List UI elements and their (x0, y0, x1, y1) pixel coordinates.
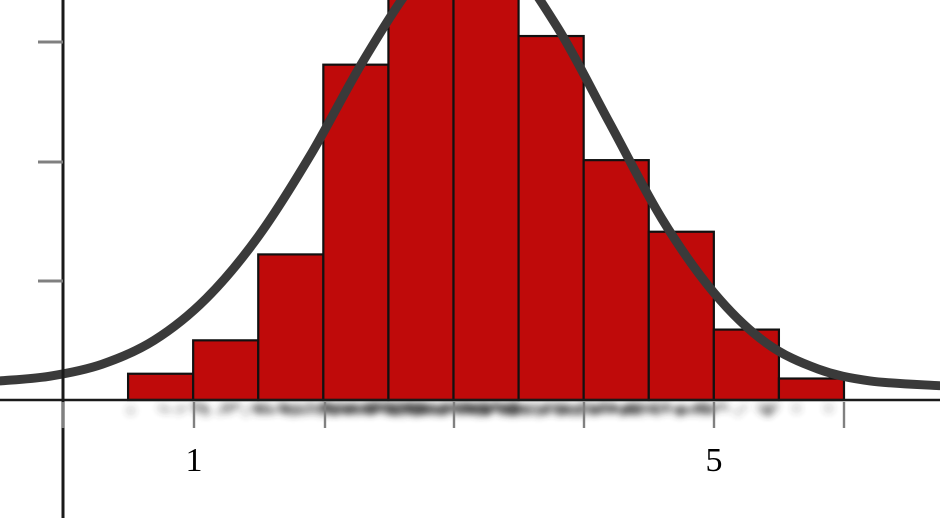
rug-dot (822, 402, 835, 415)
rug-dot (411, 404, 423, 415)
rug-dot (472, 404, 484, 416)
rug-dot (764, 407, 774, 418)
rug-dot (733, 407, 743, 418)
histogram-bar (126, 372, 195, 402)
rug-dot (364, 405, 375, 416)
rug-dot (300, 407, 309, 417)
rug-dot (689, 402, 702, 415)
rug-strip (124, 399, 835, 419)
rug-dot (622, 403, 631, 413)
rug-dot (518, 403, 530, 414)
rug-dot (663, 402, 673, 412)
histogram-bar (387, 0, 455, 402)
histogram-bar (777, 377, 846, 402)
histogram-bar (517, 34, 585, 402)
rug-dot (527, 407, 537, 417)
rug-dot (502, 402, 513, 413)
rug-dot (269, 407, 278, 416)
histogram-bar (452, 0, 520, 402)
rug-dot (490, 401, 502, 413)
histogram-bar (257, 253, 325, 402)
histogram-bar (647, 230, 715, 402)
rug-dot (554, 406, 565, 417)
rug-dot (281, 404, 294, 416)
x-axis-ticks (61, 402, 846, 428)
x-tick-label-1: 1 (185, 442, 203, 479)
rug-dot (510, 401, 522, 414)
rug-dot (702, 401, 714, 414)
y-axis-ticks (38, 40, 63, 283)
rug-dot (214, 407, 224, 417)
x-tick-label-5: 5 (705, 442, 723, 479)
histogram-bar (192, 339, 260, 402)
rug-dot (387, 407, 396, 416)
rug-dot (240, 406, 252, 418)
rug-dot (179, 403, 189, 413)
rug-dot (191, 399, 203, 412)
rug-dot (224, 404, 236, 416)
rug-dot (441, 404, 451, 414)
histogram-bar (582, 159, 650, 402)
rug-dot (253, 402, 263, 412)
rug-dot (652, 406, 663, 418)
rug-dot (429, 403, 439, 413)
rug-dot (675, 407, 686, 418)
rug-dot (632, 402, 644, 414)
histogram-bars (126, 0, 846, 402)
rug-dot (306, 400, 316, 411)
rug-dot (457, 401, 467, 411)
rug-dot (790, 402, 803, 415)
rug-dot (586, 407, 595, 417)
density-curve-line (0, 0, 940, 391)
rug-dot (380, 406, 390, 416)
rug-dot (567, 403, 578, 414)
rug-dot (162, 404, 173, 416)
rug-dot (350, 403, 360, 413)
rug-dot (592, 407, 602, 417)
rug-dot (483, 406, 494, 417)
rug-dot (539, 405, 550, 416)
rug-dot (324, 402, 336, 414)
rug-dot (124, 404, 137, 417)
rug-dot (341, 404, 354, 416)
